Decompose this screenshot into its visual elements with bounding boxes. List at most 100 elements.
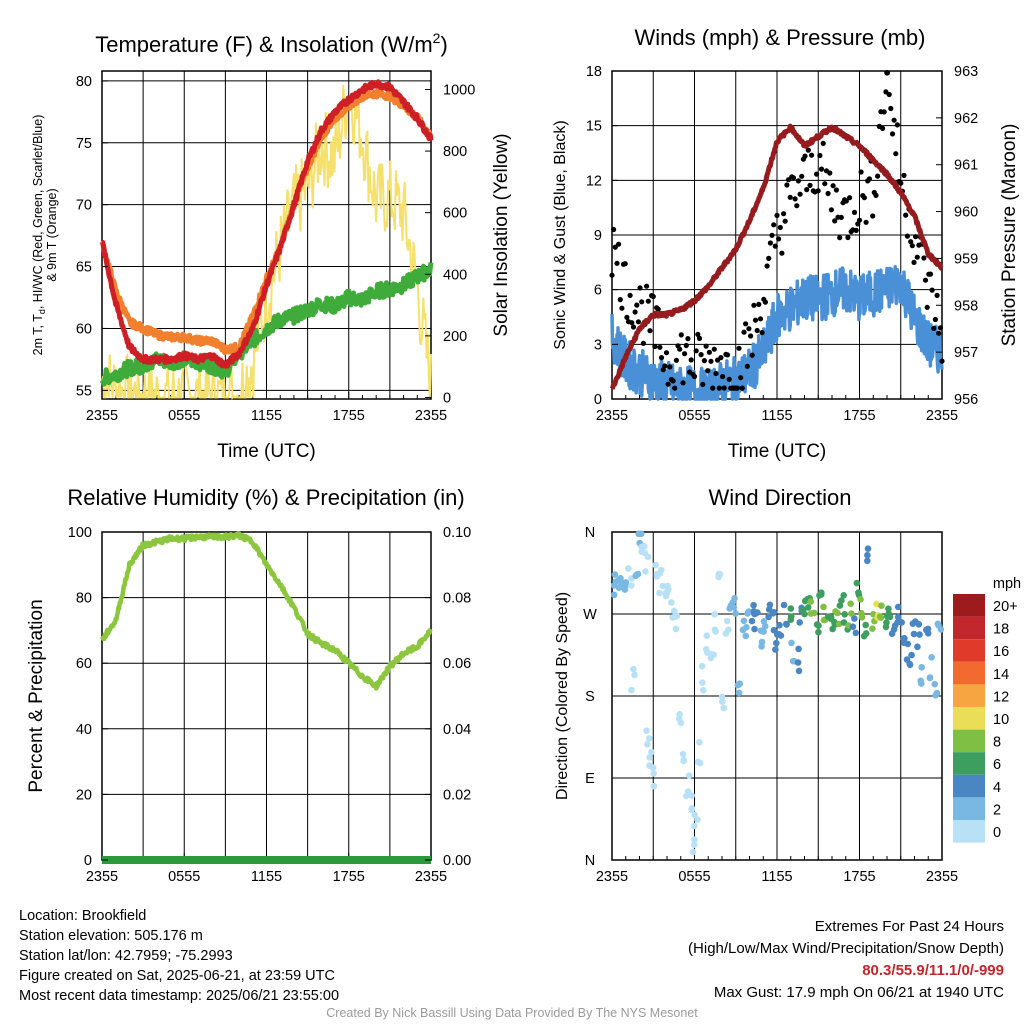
y2-tick-label: 0.10 bbox=[443, 525, 471, 541]
gust-point bbox=[881, 109, 887, 115]
y2-tick-label: 400 bbox=[443, 267, 467, 283]
direction-point bbox=[857, 596, 864, 603]
gust-point bbox=[937, 325, 944, 331]
direction-point bbox=[652, 561, 659, 569]
chart-title: Winds (mph) & Pressure (mb) bbox=[635, 25, 926, 50]
gust-point bbox=[757, 316, 764, 322]
direction-point bbox=[885, 605, 892, 612]
recent-timestamp: Most recent data timestamp: 2025/06/21 2… bbox=[19, 988, 340, 1004]
direction-point bbox=[816, 592, 823, 599]
direction-point bbox=[773, 639, 780, 647]
gust-point bbox=[743, 321, 749, 327]
gust-point bbox=[764, 263, 770, 269]
legend-swatch bbox=[953, 797, 985, 820]
gust-point bbox=[741, 329, 747, 335]
direction-point bbox=[788, 639, 795, 647]
gust-point bbox=[838, 214, 844, 220]
gust-point bbox=[629, 320, 635, 326]
y2-tick-label: 800 bbox=[443, 144, 467, 160]
gust-point bbox=[927, 271, 934, 277]
y-tick-label: 75 bbox=[76, 136, 92, 152]
direction-point bbox=[864, 551, 871, 559]
direction-point bbox=[719, 698, 726, 705]
gust-point bbox=[924, 304, 930, 310]
credit-line: Created By Nick Bassill Using Data Provi… bbox=[326, 1006, 698, 1020]
y2-tick-label: 200 bbox=[443, 329, 467, 345]
direction-point bbox=[710, 651, 717, 659]
direction-point bbox=[898, 619, 905, 626]
gust-point bbox=[696, 335, 703, 341]
gust-point bbox=[693, 348, 699, 354]
gust-point bbox=[911, 259, 917, 265]
gust-point bbox=[893, 151, 899, 157]
gust-point bbox=[720, 374, 726, 380]
direction-panel bbox=[611, 531, 943, 861]
direction-point bbox=[670, 607, 678, 615]
y2-tick-label: 0.00 bbox=[443, 853, 471, 869]
legend-label: 18 bbox=[993, 622, 1009, 638]
gust-point bbox=[779, 250, 785, 256]
direction-point bbox=[691, 822, 698, 830]
direction-point bbox=[840, 592, 847, 599]
y-tick-label: 6 bbox=[594, 283, 602, 299]
gust-point bbox=[903, 212, 909, 218]
gust-point bbox=[678, 332, 684, 338]
y2-tick-label: 0 bbox=[443, 390, 451, 406]
direction-point bbox=[642, 568, 649, 575]
gust-point bbox=[832, 218, 838, 224]
direction-point bbox=[838, 597, 845, 604]
direction-point bbox=[622, 579, 630, 586]
gust-point bbox=[904, 233, 911, 239]
direction-point bbox=[689, 848, 697, 856]
gust-point bbox=[640, 340, 647, 346]
direction-point bbox=[787, 605, 795, 612]
y-tick-label: 70 bbox=[76, 198, 92, 214]
direction-point bbox=[901, 635, 908, 642]
gust-point bbox=[886, 91, 892, 98]
gust-point bbox=[784, 182, 790, 188]
y-axis-label-line2: & 9m T (Orange) bbox=[45, 188, 59, 281]
y-tick-label: 60 bbox=[76, 321, 92, 337]
gust-point bbox=[711, 346, 717, 352]
gust-point bbox=[614, 260, 620, 266]
y-tick-label: 0 bbox=[84, 853, 92, 869]
gust-point bbox=[827, 170, 833, 176]
y2-tick-label: 957 bbox=[954, 345, 978, 361]
y-tick-label: 20 bbox=[76, 787, 92, 803]
gust-point bbox=[652, 343, 658, 350]
direction-point bbox=[731, 595, 738, 602]
legend-label: 16 bbox=[993, 644, 1009, 660]
gust-point bbox=[809, 152, 815, 158]
direction-point bbox=[886, 613, 894, 621]
direction-point bbox=[730, 604, 738, 611]
direction-point bbox=[851, 615, 858, 622]
direction-point bbox=[807, 598, 815, 605]
direction-point bbox=[787, 616, 795, 623]
direction-point bbox=[740, 617, 748, 625]
direction-point bbox=[796, 619, 803, 626]
gust-point bbox=[611, 226, 617, 233]
gust-point bbox=[624, 314, 630, 320]
gust-point bbox=[863, 219, 869, 225]
direction-point bbox=[637, 530, 645, 538]
direction-point bbox=[625, 565, 632, 572]
gust-point bbox=[710, 385, 716, 391]
direction-point bbox=[734, 681, 742, 689]
direction-point bbox=[732, 610, 739, 617]
gust-point bbox=[683, 342, 689, 349]
direction-point bbox=[711, 626, 719, 633]
gust-point bbox=[682, 351, 688, 357]
direction-point bbox=[853, 579, 861, 587]
chart-title: Wind Direction bbox=[708, 485, 851, 510]
direction-point bbox=[873, 600, 880, 608]
x-tick-label: 1155 bbox=[761, 869, 792, 885]
direction-point bbox=[688, 806, 696, 813]
direction-point bbox=[703, 632, 711, 639]
direction-point bbox=[864, 545, 872, 552]
legend-swatch bbox=[953, 684, 985, 707]
legend-swatch bbox=[953, 639, 985, 662]
gust-point bbox=[828, 207, 835, 213]
gust-point bbox=[632, 309, 638, 315]
direction-point bbox=[699, 679, 706, 686]
direction-point bbox=[862, 621, 869, 629]
